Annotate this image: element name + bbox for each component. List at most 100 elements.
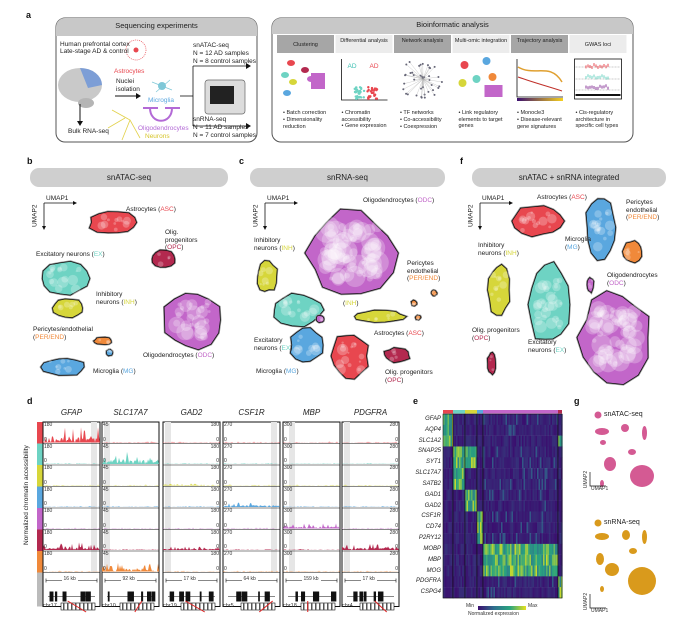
network-node	[428, 75, 431, 78]
heatmap-cell	[559, 511, 562, 523]
heatmap-cell	[469, 435, 472, 447]
umap-cluster-odc-density	[607, 345, 613, 351]
heatmap-cell	[556, 543, 559, 555]
heatmap-cell	[466, 500, 469, 512]
heatmap-cell	[475, 446, 478, 458]
heatmap-cell	[459, 446, 461, 458]
heatmap-cell	[547, 489, 550, 501]
umap-cluster-odc-density	[615, 339, 625, 349]
thumbnail-1	[339, 57, 389, 101]
bulk-rnaseq-label: Bulk RNA-seq	[68, 128, 109, 135]
heatmap-cell	[543, 424, 545, 436]
scale-label: 92 kb	[120, 575, 137, 582]
accessibility-track-odc	[342, 527, 399, 529]
umap-cluster-asc-density	[123, 216, 131, 225]
gwas-peak	[601, 74, 603, 78]
track-ymax: 45	[103, 508, 109, 514]
heatmap-cell	[454, 478, 457, 490]
heatmap-cell	[546, 587, 548, 599]
heatmap-cell	[528, 511, 530, 523]
heatmap-cell	[528, 414, 530, 426]
track-ymax: 180	[210, 486, 219, 493]
heatmap-cell	[555, 554, 557, 566]
track-y-axis-label: Normalized chromatin accessibility	[23, 445, 30, 545]
heatmap-cell	[556, 565, 559, 577]
heatmap-cell	[444, 565, 447, 577]
umap-cluster-odc	[304, 208, 399, 295]
heatmap-cell	[454, 414, 457, 426]
gwas-peak	[587, 74, 589, 78]
umap-cluster-odc-density	[616, 318, 627, 328]
heatmap-cell	[523, 587, 526, 599]
track-ymax: 180	[210, 529, 219, 536]
accessibility-track-asc	[283, 441, 340, 443]
heatmap-cell	[472, 424, 475, 436]
heatmap-cell	[474, 522, 476, 534]
heatmap-cell	[504, 435, 506, 447]
heatmap-cell	[540, 414, 542, 426]
heatmap-cell	[550, 554, 553, 566]
gwas-peak	[585, 76, 587, 80]
heatmap-cell	[459, 424, 461, 436]
heatmap-cell	[537, 522, 539, 534]
heatmap-cell	[457, 468, 460, 480]
umap-cluster-odc-density	[592, 355, 605, 367]
heatmap-cell	[552, 468, 554, 480]
heatmap-cell	[538, 554, 541, 566]
gwas-peak	[603, 85, 605, 89]
heatmap-cell	[471, 543, 473, 555]
heatmap-cell	[471, 587, 473, 599]
heatmap-gene-label: PDGFRA	[415, 578, 441, 585]
umap-cluster-asc-density	[531, 219, 536, 224]
umap-cluster-odc-density	[610, 309, 624, 323]
heatmap-cell	[534, 511, 536, 523]
heatmap-cell	[556, 414, 559, 426]
heatmap-cell	[457, 500, 460, 512]
heatmap-cell	[466, 414, 469, 426]
heatmap-cell	[529, 478, 532, 490]
heatmap-cell	[528, 446, 530, 458]
umap-cluster-asc-density	[347, 363, 352, 368]
heatmap-cell	[528, 522, 530, 534]
gwas-peak	[593, 63, 595, 67]
heatmap-cell	[469, 414, 472, 426]
snrna-umap-cluster	[600, 586, 604, 592]
heatmap-cell	[456, 500, 458, 512]
heatmap-cell	[453, 478, 455, 490]
heatmap-cell	[493, 435, 496, 447]
heatmap-cell	[453, 522, 455, 534]
umap-cluster-mg-density	[108, 350, 112, 353]
umap-cluster-odc-density	[616, 308, 627, 320]
chromosome-ideogram	[60, 602, 96, 611]
umap-cluster-ex-density	[303, 310, 311, 317]
gene-exon	[241, 591, 247, 602]
heatmap-cell	[483, 424, 485, 436]
heatmap-cell	[481, 489, 484, 501]
heatmap-cell	[475, 468, 478, 480]
heatmap-cell	[443, 468, 445, 480]
track-ymin: 0	[44, 565, 47, 572]
heatmap-cell	[454, 489, 457, 501]
heatmap-cell	[555, 414, 557, 426]
heatmap-cell	[532, 457, 535, 469]
umap-axes	[43, 202, 74, 228]
umap-cluster-odc-density	[320, 319, 323, 322]
heatmap-cell	[508, 478, 511, 490]
network-node	[419, 63, 422, 66]
heatmap-cell	[492, 533, 494, 545]
heatmap-cell	[460, 489, 463, 501]
network-node	[429, 67, 432, 70]
heatmap-cell	[443, 457, 445, 469]
heatmap-cell	[457, 554, 460, 566]
gene-exon	[236, 591, 241, 602]
umap-cluster-mg-density	[312, 344, 321, 352]
heatmap-cell	[526, 446, 529, 458]
umap-cluster-odc-density	[321, 249, 338, 266]
network-node	[408, 61, 411, 64]
heatmap-cell	[490, 424, 493, 436]
heatmap-cell	[544, 587, 547, 599]
network-edge	[414, 78, 424, 80]
heatmap-cell	[505, 457, 508, 469]
heatmap-cell	[541, 500, 544, 512]
umap-cluster-asc-density	[548, 225, 552, 229]
